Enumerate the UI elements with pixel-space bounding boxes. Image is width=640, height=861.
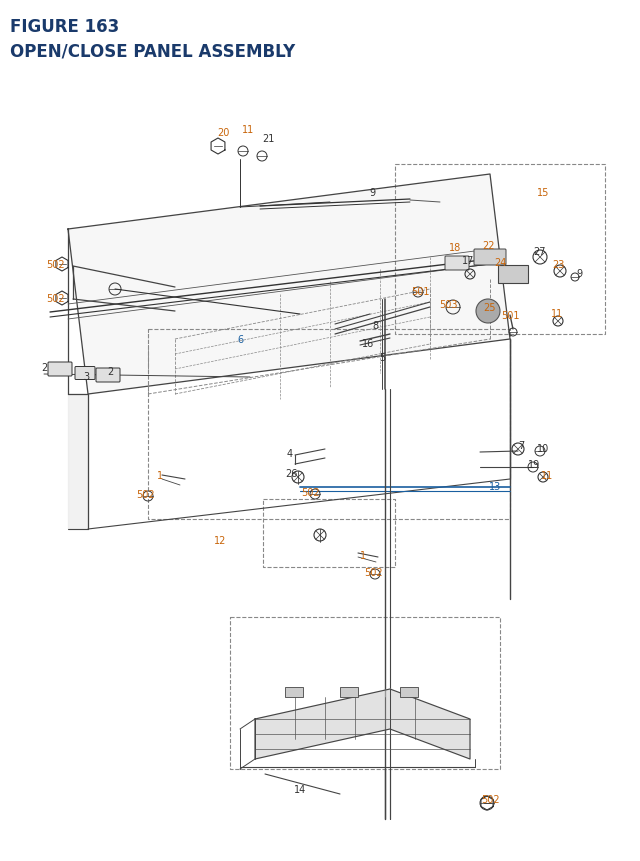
Text: 11: 11 xyxy=(551,308,563,319)
Text: 9: 9 xyxy=(576,269,582,279)
Text: FIGURE 163: FIGURE 163 xyxy=(10,18,119,36)
Text: 11: 11 xyxy=(242,125,254,135)
Polygon shape xyxy=(68,175,510,394)
Text: 9: 9 xyxy=(369,188,375,198)
Text: 502: 502 xyxy=(45,294,64,304)
FancyBboxPatch shape xyxy=(96,369,120,382)
Text: 20: 20 xyxy=(217,127,229,138)
Text: 18: 18 xyxy=(449,243,461,253)
Text: 503: 503 xyxy=(439,300,457,310)
Bar xyxy=(285,687,303,697)
Text: 23: 23 xyxy=(552,260,564,269)
Text: 11: 11 xyxy=(541,470,553,480)
Circle shape xyxy=(476,300,500,324)
Bar xyxy=(498,266,528,283)
Text: 17: 17 xyxy=(462,256,474,266)
Text: 502: 502 xyxy=(364,567,382,578)
Text: 7: 7 xyxy=(518,441,524,450)
Text: 6: 6 xyxy=(237,335,243,344)
Bar xyxy=(340,687,358,697)
Text: 12: 12 xyxy=(214,536,226,545)
Text: 25: 25 xyxy=(483,303,495,313)
Bar xyxy=(400,687,418,697)
Text: 502: 502 xyxy=(301,487,319,498)
Text: 1: 1 xyxy=(360,550,366,561)
Text: 502: 502 xyxy=(136,489,154,499)
Text: 2: 2 xyxy=(41,362,47,373)
Text: 501: 501 xyxy=(411,287,429,297)
Text: 1: 1 xyxy=(157,470,163,480)
Text: 13: 13 xyxy=(489,481,501,492)
Text: 5: 5 xyxy=(379,353,385,362)
Text: 14: 14 xyxy=(294,784,306,794)
FancyBboxPatch shape xyxy=(445,257,469,270)
Text: OPEN/CLOSE PANEL ASSEMBLY: OPEN/CLOSE PANEL ASSEMBLY xyxy=(10,43,295,61)
Text: 15: 15 xyxy=(537,188,549,198)
Text: 24: 24 xyxy=(494,257,506,268)
Text: 3: 3 xyxy=(83,372,89,381)
Text: 10: 10 xyxy=(537,443,549,454)
FancyBboxPatch shape xyxy=(474,250,506,266)
Text: 16: 16 xyxy=(362,338,374,349)
Text: 502: 502 xyxy=(45,260,64,269)
Text: 26: 26 xyxy=(285,468,297,479)
Text: 19: 19 xyxy=(528,460,540,469)
Polygon shape xyxy=(68,394,88,530)
Text: 501: 501 xyxy=(500,311,519,320)
Text: 2: 2 xyxy=(107,367,113,376)
Text: 21: 21 xyxy=(262,133,274,144)
FancyBboxPatch shape xyxy=(48,362,72,376)
FancyBboxPatch shape xyxy=(75,367,95,380)
Text: 22: 22 xyxy=(482,241,494,251)
Text: 8: 8 xyxy=(372,320,378,331)
Text: 502: 502 xyxy=(481,794,499,804)
Polygon shape xyxy=(255,689,470,759)
Text: 27: 27 xyxy=(532,247,545,257)
Text: 4: 4 xyxy=(287,449,293,458)
